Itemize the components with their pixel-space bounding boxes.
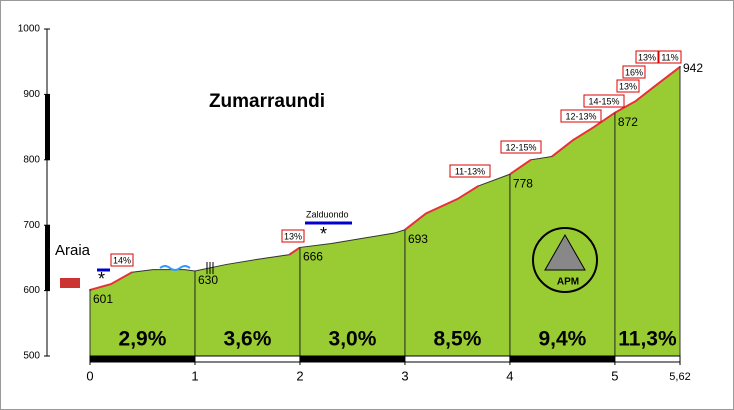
chart-title: Zumarraundi xyxy=(209,91,325,112)
ramp-box xyxy=(658,50,682,64)
steep-line xyxy=(89,271,133,291)
altitude-label: 630 xyxy=(198,273,218,287)
ramp-label: 16% xyxy=(625,67,643,77)
altitude-label: 693 xyxy=(408,232,428,246)
gradient-label: 3,6% xyxy=(224,328,272,351)
ramp-box xyxy=(560,109,602,123)
y-tick-label: 800 xyxy=(23,154,40,165)
x-tick-label: 1 xyxy=(191,368,198,383)
pool-icon xyxy=(159,265,191,271)
junction-star: * xyxy=(320,224,327,244)
ramp-box xyxy=(449,164,491,178)
gradient-label: 3,0% xyxy=(329,328,377,351)
km-bar xyxy=(509,355,616,363)
gradient-label: 2,9% xyxy=(119,328,167,351)
y-tick-label: 1000 xyxy=(18,24,41,35)
x-tick-label: 5,62 xyxy=(669,371,690,383)
logo-text: APM xyxy=(557,277,579,288)
km-bar xyxy=(89,355,196,363)
gradient-label: 9,4% xyxy=(538,328,586,351)
altitude-label: 666 xyxy=(303,250,323,264)
y-axis-band xyxy=(45,225,50,291)
ramp-label: 14-15% xyxy=(588,96,619,106)
place-label: Araia xyxy=(55,242,91,259)
y-tick-label: 700 xyxy=(23,220,40,231)
ramp-box xyxy=(616,79,640,93)
gradient-label: 11,3% xyxy=(618,328,677,351)
place-icon xyxy=(60,278,80,288)
steep-line xyxy=(509,158,532,176)
altitude-label: 872 xyxy=(618,115,638,129)
ramp-box xyxy=(500,140,542,154)
x-tick-label: 0 xyxy=(86,368,93,383)
gradient-label: 8,5% xyxy=(434,328,482,351)
place-label: Zalduondo xyxy=(306,209,349,219)
ramp-label: 13% xyxy=(284,231,302,241)
x-tick-label: 2 xyxy=(296,368,303,383)
ramp-label: 11% xyxy=(661,52,678,62)
logo xyxy=(532,227,598,293)
ramp-label: 13% xyxy=(619,81,637,91)
ramp-box xyxy=(110,253,134,267)
km-point xyxy=(679,66,681,68)
km-point xyxy=(89,289,91,291)
bridge-icon xyxy=(206,262,214,274)
x-tick-label: 4 xyxy=(506,368,513,383)
x-tick-label: 5 xyxy=(611,368,618,383)
y-tick-label: 600 xyxy=(23,285,40,296)
y-tick-label: 500 xyxy=(23,351,40,362)
ramp-box xyxy=(622,65,646,79)
steep-line xyxy=(404,185,479,231)
ramp-label: 13% xyxy=(638,52,656,62)
x-tick-label: 3 xyxy=(401,368,408,383)
km-bar xyxy=(299,355,406,363)
altitude-label: 601 xyxy=(93,292,113,306)
y-axis-band xyxy=(45,94,50,160)
junction-star: * xyxy=(98,269,105,289)
ramp-label: 12-13% xyxy=(565,111,596,121)
y-tick-label: 900 xyxy=(23,89,40,100)
km-bar xyxy=(404,355,511,363)
km-bar xyxy=(614,355,681,363)
logo-mountain xyxy=(544,233,586,271)
altitude-label: 778 xyxy=(513,176,533,190)
km-bar xyxy=(194,355,301,363)
altitude-label: 942 xyxy=(683,61,703,75)
ramp-box xyxy=(583,94,625,108)
ramp-label: 11-13% xyxy=(455,166,485,176)
steep-line xyxy=(288,246,301,256)
ramp-box xyxy=(635,50,659,64)
ramp-box xyxy=(281,229,305,243)
ramp-label: 14% xyxy=(113,255,131,265)
ramp-label: 12-15% xyxy=(505,142,536,152)
